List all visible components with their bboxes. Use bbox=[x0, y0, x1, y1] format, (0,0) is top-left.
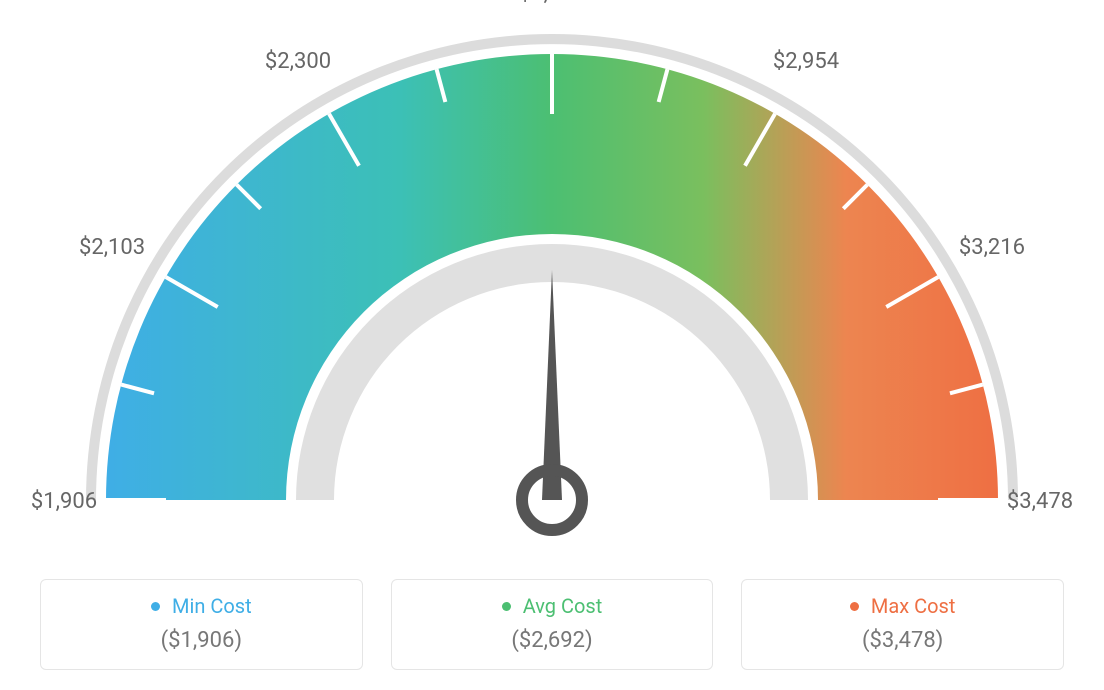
max-dot bbox=[850, 602, 859, 611]
legend-row: Min Cost ($1,906) Avg Cost ($2,692) Max … bbox=[0, 579, 1104, 670]
avg-dot bbox=[502, 602, 511, 611]
gauge-tick-label: $2,954 bbox=[773, 49, 839, 74]
min-dot bbox=[151, 602, 160, 611]
gauge-tick-label: $2,692 bbox=[519, 0, 585, 6]
min-cost-card: Min Cost ($1,906) bbox=[40, 579, 363, 670]
avg-cost-value: ($2,692) bbox=[402, 628, 703, 653]
gauge-tick-label: $2,103 bbox=[79, 235, 145, 260]
avg-cost-label: Avg Cost bbox=[523, 594, 603, 618]
min-cost-value: ($1,906) bbox=[51, 628, 352, 653]
gauge-tick-label: $1,906 bbox=[31, 489, 97, 514]
max-cost-label: Max Cost bbox=[871, 594, 956, 618]
gauge-tick-label: $2,300 bbox=[265, 49, 331, 74]
gauge-tick-label: $3,216 bbox=[959, 235, 1025, 260]
gauge-chart: $1,906 $2,103 $2,300 $2,692 $2,954 $3,216 $3,4… bbox=[0, 0, 1104, 560]
max-cost-card: Max Cost ($3,478) bbox=[741, 579, 1064, 670]
gauge-tick-label: $3,478 bbox=[1007, 489, 1073, 514]
max-cost-value: ($3,478) bbox=[752, 628, 1053, 653]
avg-cost-card: Avg Cost ($2,692) bbox=[391, 579, 714, 670]
min-cost-label: Min Cost bbox=[172, 594, 252, 618]
